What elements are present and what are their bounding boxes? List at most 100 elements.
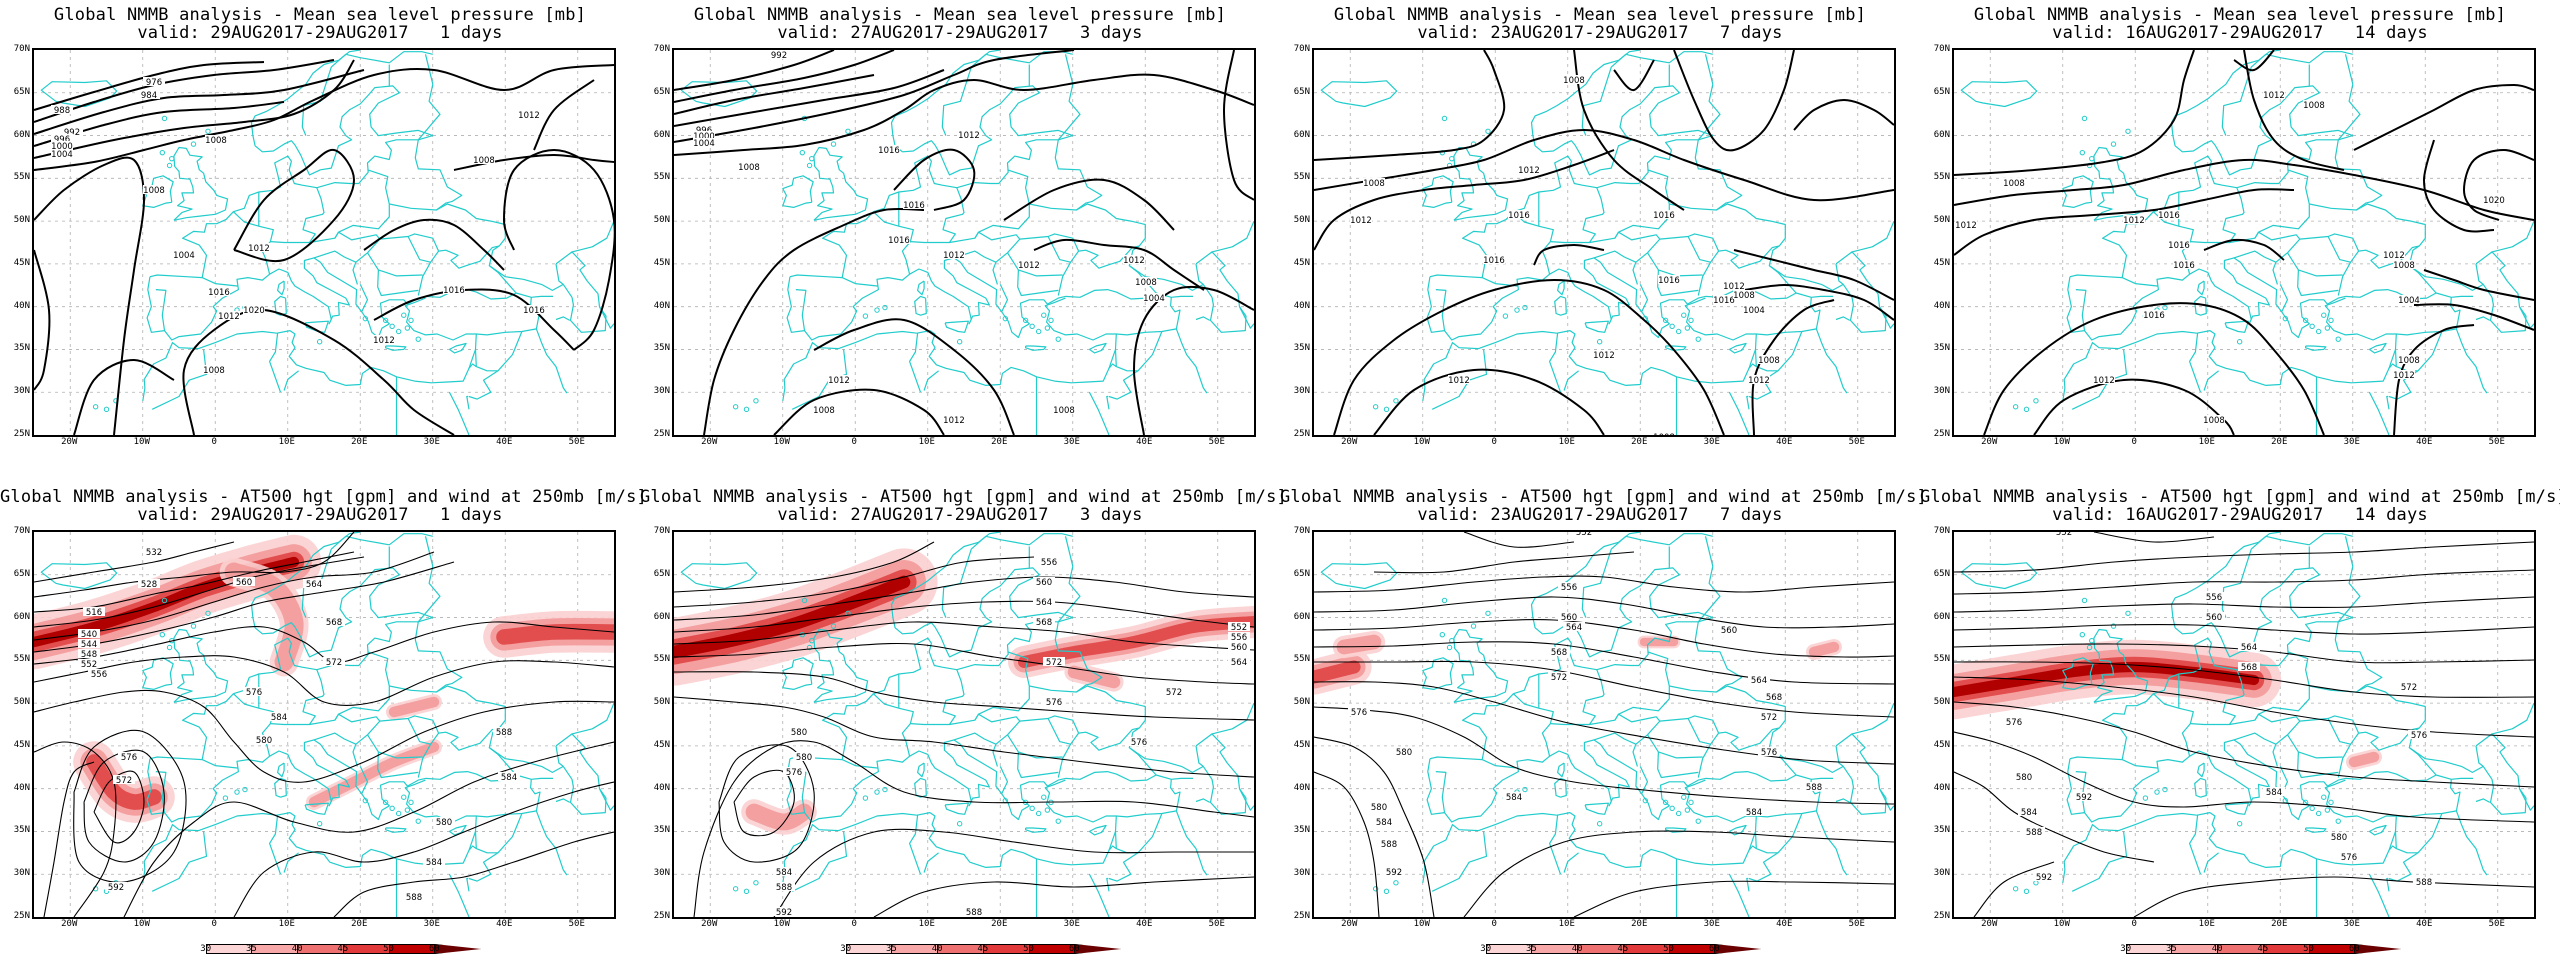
lat-tick-label: 40N — [1933, 782, 1950, 793]
contour-line — [674, 73, 1254, 156]
contour-line — [233, 781, 614, 917]
lon-tick-label: 20W — [701, 437, 718, 447]
contour-label: 1008 — [1563, 76, 1585, 86]
contour-line — [1954, 676, 2534, 738]
lon-tick-label: 10E — [918, 919, 935, 929]
lat-tick-label: 50N — [653, 697, 670, 708]
contour-labels: 1008101210161012101610121008102010161016… — [1955, 90, 2505, 426]
contour-line — [2233, 50, 2275, 72]
contour-line — [533, 79, 595, 151]
panel-mslp-14d: Global NMMB analysis - Mean sea level pr… — [1920, 0, 2560, 460]
colorbar-label: 50 — [383, 944, 394, 954]
lon-tick-label: 50E — [2488, 919, 2505, 929]
lat-tick-label: 55N — [1933, 172, 1950, 183]
contour-label: 576 — [246, 688, 262, 698]
contour-label: 588 — [2416, 878, 2432, 888]
map-area: 532 528 516 540 544 548 552 556 560 564 568 572 576 5… — [32, 530, 616, 919]
contour-line — [2033, 378, 2235, 435]
colorbar-label: 30 — [200, 944, 212, 954]
lon-tick-label: 10E — [278, 437, 295, 447]
lon-tick-label: 20E — [351, 437, 368, 447]
map-area: 552 556 560 564 568 572 576 580 584 588 592 580 584 5… — [1312, 530, 1896, 919]
contour-label: 1004 — [1143, 294, 1165, 304]
colorbar-swatch — [160, 944, 207, 954]
contour-line — [674, 50, 835, 91]
map-area: 1008 1012 1016 1016 1012 1008 1012 1016 1016 1016… — [1312, 48, 1896, 437]
lat-tick-label: 70N — [1293, 44, 1310, 54]
contours — [1954, 50, 2534, 435]
contour-label: 576 — [2341, 853, 2357, 863]
lon-tick-label: 20E — [991, 919, 1008, 929]
contour-line — [1132, 285, 1254, 435]
contour-label: 1012 — [1018, 261, 1040, 271]
lon-tick-label: 50E — [1208, 437, 1225, 447]
lat-tick-label: 40N — [13, 782, 30, 793]
contour-label: 528 — [141, 580, 157, 590]
contour-line — [1793, 98, 1894, 131]
wind-shading — [674, 548, 1254, 835]
contour-label: 1012 — [2393, 371, 2415, 381]
contour-line — [1314, 641, 1894, 685]
lat-tick-label: 40N — [1293, 782, 1310, 793]
contour-label: 576 — [1761, 748, 1777, 758]
contour-line — [1613, 59, 1655, 92]
colorbar-label: 45 — [2257, 944, 2269, 954]
contour-label: 588 — [1381, 840, 1397, 850]
contour-line — [1573, 880, 1894, 917]
lon-tick-label: 40E — [1776, 919, 1793, 929]
contour-label: 576 — [1046, 698, 1062, 708]
contour-label: 1012 — [1748, 376, 1770, 386]
colorbar-label: 60 — [428, 944, 440, 954]
contour-line — [34, 59, 335, 123]
wind-shading — [34, 534, 614, 823]
contour-line — [1954, 569, 2534, 595]
contour-label: 576 — [2411, 731, 2427, 741]
lon-tick-label: 0 — [1491, 437, 1497, 447]
contour-line — [674, 50, 1075, 143]
lon-tick-label: 40E — [1776, 437, 1793, 447]
colorbar-label: 30 — [1480, 944, 1492, 954]
wind-shading — [1314, 630, 1842, 695]
panel-title: Global NMMB analysis - AT500 hgt [gpm] a… — [1280, 487, 1927, 507]
contour-label: 572 — [1761, 713, 1777, 723]
contour-label: 580 — [436, 818, 452, 828]
colorbar-label: 40 — [1571, 944, 1583, 954]
panel-subtitle: valid: 27AUG2017-29AUG2017 3 days — [777, 23, 1143, 43]
contour-label: 1012 — [518, 111, 540, 121]
contour-label: 592 — [2036, 873, 2052, 883]
contour-label: 556 — [1561, 583, 1577, 593]
contour-label: 588 — [2026, 828, 2042, 838]
contour-label: 1016 — [443, 286, 465, 296]
lat-tick-label: 35N — [1933, 825, 1950, 836]
contour-label: 544 — [81, 640, 97, 650]
graticule — [674, 50, 1254, 435]
colorbar-label: 30 — [2120, 944, 2132, 954]
contour-label: 556 — [1041, 558, 1057, 568]
contour-line — [1333, 278, 1725, 435]
contour-label: 588 — [966, 908, 982, 917]
contour-line — [1314, 706, 1894, 805]
contour-labels: 1008101210161016101210081012101610161016… — [1350, 75, 1780, 435]
contour-label: 540 — [81, 630, 97, 640]
lat-tick-label: 60N — [13, 611, 30, 622]
contour-label: 584 — [1506, 793, 1522, 803]
lat-tick-label: 40N — [13, 300, 30, 311]
lon-tick-label: 40E — [496, 919, 513, 929]
contour-label: 584 — [2021, 808, 2037, 818]
panel-subtitle: valid: 29AUG2017-29AUG2017 1 days — [137, 23, 503, 43]
contour-label: 1000 — [693, 132, 715, 142]
contour-line — [2422, 139, 2495, 233]
lat-tick-label: 30N — [1933, 868, 1950, 879]
contour-line — [1954, 541, 2534, 573]
contour-line — [2462, 148, 2534, 221]
contour-label: 1004 — [693, 139, 715, 149]
lon-tick-label: 30E — [2343, 437, 2360, 447]
contour-label: 584 — [501, 773, 517, 783]
map-area: 9929961000100410081012101610121016101610… — [672, 48, 1256, 437]
contour-line — [1314, 149, 1615, 251]
lat-tick-label: 70N — [1293, 526, 1310, 536]
contour-label: 564 — [1036, 598, 1052, 608]
contour-line — [1314, 575, 1894, 593]
contour-line — [813, 318, 1015, 435]
contour-label: 572 — [116, 776, 132, 786]
